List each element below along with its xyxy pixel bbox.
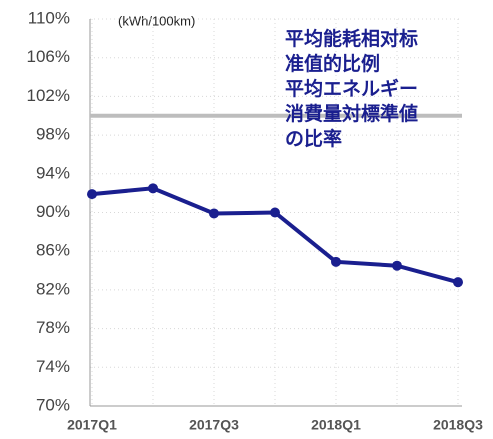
annotation: 消費量対標準値: [285, 102, 418, 125]
y-tick-label: 94%: [36, 163, 70, 182]
y-tick-label: 82%: [36, 279, 70, 298]
y-tick-label: 106%: [27, 47, 70, 66]
y-tick-label: 110%: [28, 8, 70, 27]
x-tick-label: 2018Q3: [433, 417, 483, 433]
point: [209, 208, 219, 219]
annotation: 准值的比例: [285, 52, 380, 75]
y-tick-label: 86%: [36, 241, 70, 260]
y-tick-label: 98%: [36, 125, 70, 144]
y-tick-label: 78%: [36, 318, 70, 337]
y-tick-label: 70%: [36, 395, 70, 414]
unit-label: (kWh/100km): [118, 13, 195, 28]
x-tick-label: 2017Q3: [189, 417, 239, 433]
point: [331, 256, 341, 267]
annotation: 平均エネルギー: [285, 77, 418, 100]
y-tick-label: 102%: [27, 86, 70, 105]
point: [87, 189, 97, 200]
point: [270, 207, 280, 218]
annotation: 平均能耗相对标: [285, 27, 418, 50]
point: [148, 183, 158, 194]
x-tick-label: 2018Q1: [311, 417, 361, 433]
y-tick-label: 90%: [36, 202, 70, 221]
point: [453, 277, 463, 288]
y-tick-label: 74%: [36, 357, 70, 376]
point: [392, 260, 402, 271]
annotation: の比率: [285, 127, 342, 150]
x-tick-label: 2017Q1: [67, 417, 117, 433]
